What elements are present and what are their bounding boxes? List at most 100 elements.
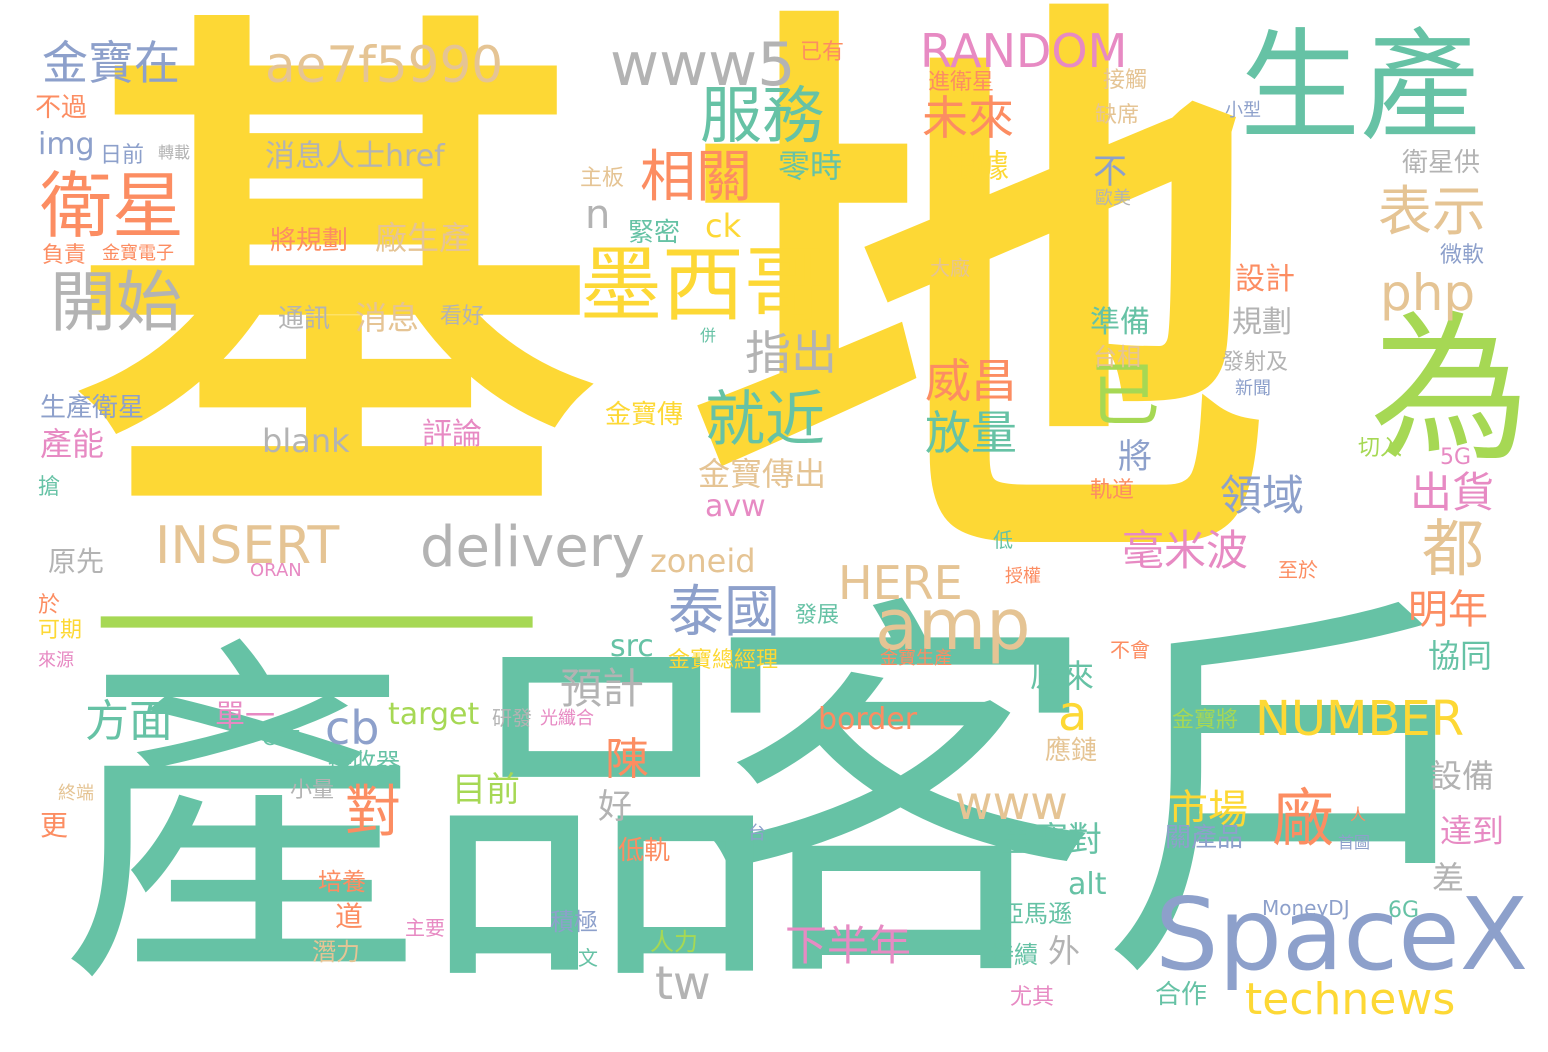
word-keqi: 可期 xyxy=(38,618,83,643)
word-blank: blank xyxy=(262,422,350,460)
word-di: 地 xyxy=(690,0,1270,637)
word-wai: 外 xyxy=(1048,932,1081,970)
word-cpe: CPE xyxy=(262,726,301,750)
word-di2: 低 xyxy=(993,528,1013,552)
word-yuanxian: 原先 xyxy=(48,545,105,578)
word-zhongduan: 終端 xyxy=(58,783,94,804)
word-dao: 道 xyxy=(335,900,364,933)
word-yi2: 已 xyxy=(1090,354,1160,436)
word-laiyuan: 來源 xyxy=(38,650,74,671)
word-taixiang: 台相 xyxy=(1093,343,1141,371)
word-target: target xyxy=(388,697,480,732)
word-zhichu: 指出 xyxy=(745,326,837,380)
word-buhui: 不會 xyxy=(1110,638,1150,662)
word-n: n xyxy=(585,192,611,238)
word-border: border xyxy=(818,702,918,737)
word-xiabannian: 下半年 xyxy=(785,921,912,970)
word-zhiyu: 至於 xyxy=(1278,558,1318,582)
word-sheji: 設計 xyxy=(1235,262,1295,297)
word-biaoshi: 表示 xyxy=(1378,180,1486,243)
word-shengchan: 生產 xyxy=(1240,18,1480,157)
word-fangmian: 方面 xyxy=(85,696,173,747)
word-shouquan: 授權 xyxy=(1005,566,1041,587)
word-youqi: 尤其 xyxy=(1010,985,1055,1010)
word-xiaoliang: 小量 xyxy=(290,778,335,803)
word-xietong: 協同 xyxy=(1428,637,1493,675)
word-yinglian: 應鏈 xyxy=(1045,736,1098,766)
word-xinwen: 新聞 xyxy=(1235,378,1271,399)
word-ji: 基 xyxy=(75,0,595,583)
word-5g: 5G xyxy=(1440,445,1472,470)
word-jiangguihua: 將規劃 xyxy=(270,226,349,256)
word-lingshi: 零時 xyxy=(778,147,843,185)
word-guihua: 規劃 xyxy=(1232,305,1292,340)
word-oumei: 歐美 xyxy=(1095,188,1131,209)
word-jiujin: 就近 xyxy=(705,385,825,455)
word-avw: avw xyxy=(705,489,766,524)
word-tongxun: 通訊 xyxy=(278,304,331,334)
word-yamaxun: 亞馬遜 xyxy=(1000,900,1072,928)
word-riqian: 日前 xyxy=(100,143,145,168)
word-weiruan: 微軟 xyxy=(1440,243,1485,268)
word-6g: 6G xyxy=(1388,898,1420,923)
word-tw: tw xyxy=(655,956,711,1010)
word-guangxianhe: 光纖合 xyxy=(540,708,594,729)
word-insert: INSERT xyxy=(155,516,340,576)
word-queqin: 缺席 xyxy=(1095,103,1140,128)
word-jieshouqi: 接收器 xyxy=(328,748,400,776)
word-jinbaochuan: 金寶傳 xyxy=(605,400,684,430)
word-fazhan: 發展 xyxy=(795,603,840,628)
word-jinbaochuanchu: 金寶傳出 xyxy=(698,455,827,493)
word-chixu: 持續 xyxy=(990,941,1038,969)
word-amp: amp xyxy=(875,584,1031,666)
word-random: RANDOM xyxy=(920,24,1128,78)
word-here: HERE xyxy=(838,556,963,610)
word-shebei: 設備 xyxy=(1430,757,1495,795)
word-shoutu: 首圖 xyxy=(1338,833,1371,852)
word-xiaoxi: 消息 xyxy=(355,299,420,337)
word-oran: ORAN xyxy=(250,560,302,581)
word-technews: technews xyxy=(1245,974,1456,1025)
word-kaishi: 開始 xyxy=(50,264,182,341)
word-yu: 於 xyxy=(38,593,61,618)
word-fuze: 負責 xyxy=(42,243,87,268)
word-jinbaodianzi: 金寶電子 xyxy=(102,243,174,264)
word-benwen: 本文 xyxy=(558,946,598,970)
word-zoneid: zoneid xyxy=(650,542,756,580)
word-yuji: 預計 xyxy=(560,664,645,713)
word-moneydj: MoneyDJ xyxy=(1262,896,1350,920)
word-fuwu: 服務 xyxy=(700,79,825,152)
word-yuanlai: 原來 xyxy=(1030,657,1095,695)
word-qiang: 搶 xyxy=(38,475,61,500)
word-spacex: SpaceX xyxy=(1155,876,1529,993)
word-lingyu: 領域 xyxy=(1220,471,1305,520)
word-jinbaozai: 金寶在 xyxy=(42,36,180,90)
word-www: www xyxy=(955,776,1068,830)
word-digui: 低軌 xyxy=(618,836,671,866)
word-jinweixing: 進衛星 xyxy=(928,70,995,95)
word-zhuban: 主板 xyxy=(580,166,625,191)
word-jiechu: 接觸 xyxy=(1103,68,1148,93)
word-pinglun: 評論 xyxy=(422,417,482,452)
word-ck: ck xyxy=(705,207,742,245)
word-chuhuo: 出貨 xyxy=(1410,468,1495,517)
word-kanhao: 看好 xyxy=(440,304,485,329)
word-href: 消息人士href xyxy=(265,139,445,174)
word-ae7f5990: ae7f5990 xyxy=(265,36,504,94)
word-chanpin: 產品 xyxy=(60,610,780,1029)
word-number: NUMBER xyxy=(1255,691,1465,747)
word-dou: 都 xyxy=(1422,512,1485,585)
word-jiji: 積極 xyxy=(550,908,598,936)
word-src: src xyxy=(610,629,654,664)
word-jinbaoshengchan: 金寶生產 xyxy=(880,648,952,669)
word-hezuo: 合作 xyxy=(1155,980,1208,1010)
word-xiangguan: 相關 xyxy=(640,145,752,210)
word-fasheji: 發射及 xyxy=(1222,350,1289,375)
word-peiyang: 培養 xyxy=(318,868,366,896)
word-dui: 對 xyxy=(345,780,401,845)
word-qianli: 潛力 xyxy=(312,938,360,966)
word-chang: 廠 xyxy=(1272,782,1335,855)
word-weixing: 衛星 xyxy=(40,164,185,248)
word-genju: 根據 xyxy=(945,147,1010,185)
